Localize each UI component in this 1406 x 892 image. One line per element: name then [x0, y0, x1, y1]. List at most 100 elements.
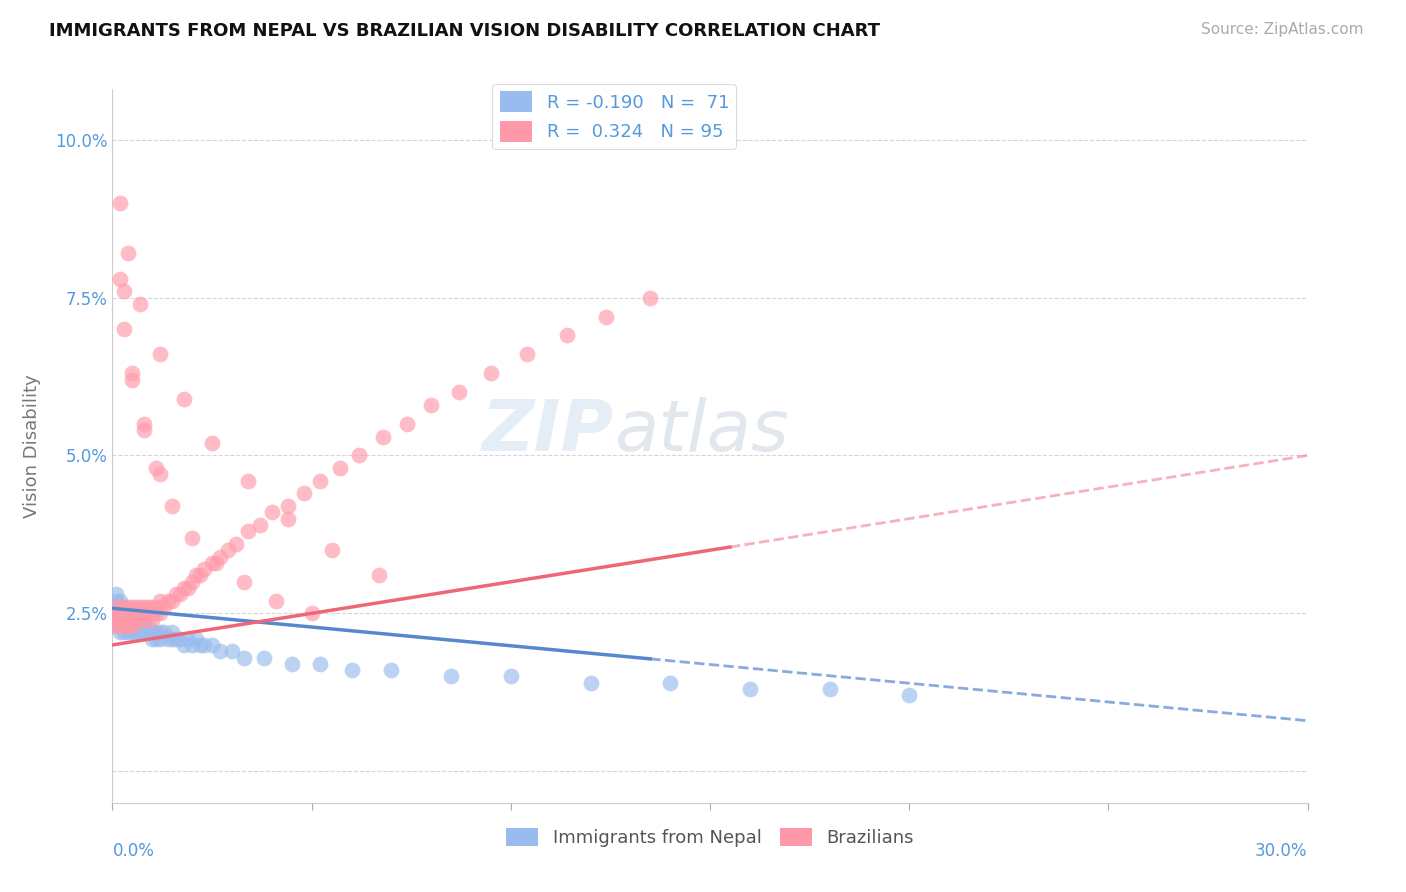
Point — [193, 562, 215, 576]
Point — [138, 600, 160, 615]
Text: atlas: atlas — [614, 397, 789, 467]
Point — [141, 625, 163, 640]
Point — [157, 593, 180, 607]
Point — [114, 322, 135, 336]
Point — [201, 556, 224, 570]
Point — [149, 632, 172, 646]
Point — [121, 600, 143, 615]
Text: IMMIGRANTS FROM NEPAL VS BRAZILIAN VISION DISABILITY CORRELATION CHART: IMMIGRANTS FROM NEPAL VS BRAZILIAN VISIO… — [49, 22, 880, 40]
Point — [162, 625, 183, 640]
Point — [134, 619, 156, 633]
Point — [368, 568, 391, 582]
Point — [110, 607, 132, 621]
Point — [321, 543, 343, 558]
Point — [149, 625, 172, 640]
Point — [193, 638, 215, 652]
Point — [117, 619, 139, 633]
Point — [110, 619, 132, 633]
Point — [114, 613, 135, 627]
Point — [440, 669, 463, 683]
Point — [134, 417, 156, 431]
Point — [121, 619, 143, 633]
Point — [396, 417, 419, 431]
Point — [149, 467, 172, 482]
Point — [165, 587, 187, 601]
Point — [217, 543, 239, 558]
Point — [149, 347, 172, 361]
Point — [659, 675, 682, 690]
Point — [134, 607, 156, 621]
Point — [105, 607, 128, 621]
Point — [162, 499, 183, 513]
Point — [134, 600, 156, 615]
Point — [110, 607, 132, 621]
Point — [129, 625, 152, 640]
Point — [105, 619, 128, 633]
Point — [121, 613, 143, 627]
Point — [121, 607, 143, 621]
Point — [121, 367, 143, 381]
Point — [114, 285, 135, 299]
Point — [129, 600, 152, 615]
Point — [260, 505, 283, 519]
Point — [134, 625, 156, 640]
Point — [125, 613, 148, 627]
Point — [121, 373, 143, 387]
Point — [173, 581, 195, 595]
Point — [125, 625, 148, 640]
Point — [595, 310, 617, 324]
Point — [141, 613, 163, 627]
Point — [898, 689, 921, 703]
Point — [209, 549, 232, 564]
Point — [121, 613, 143, 627]
Point — [233, 574, 256, 589]
Point — [138, 625, 160, 640]
Text: 0.0%: 0.0% — [112, 842, 155, 860]
Y-axis label: Vision Disability: Vision Disability — [24, 374, 41, 518]
Point — [114, 613, 135, 627]
Point — [117, 246, 139, 260]
Point — [349, 449, 371, 463]
Point — [277, 499, 299, 513]
Point — [141, 607, 163, 621]
Point — [110, 593, 132, 607]
Point — [117, 613, 139, 627]
Text: 30.0%: 30.0% — [1256, 842, 1308, 860]
Point — [125, 607, 148, 621]
Point — [249, 517, 271, 532]
Legend: Immigrants from Nepal, Brazilians: Immigrants from Nepal, Brazilians — [499, 821, 921, 855]
Point — [177, 632, 200, 646]
Point — [308, 474, 330, 488]
Point — [105, 600, 128, 615]
Point — [479, 367, 502, 381]
Point — [818, 682, 841, 697]
Text: Source: ZipAtlas.com: Source: ZipAtlas.com — [1201, 22, 1364, 37]
Point — [110, 613, 132, 627]
Point — [181, 574, 204, 589]
Point — [292, 486, 315, 500]
Point — [153, 625, 176, 640]
Point — [105, 587, 128, 601]
Point — [114, 625, 135, 640]
Point — [157, 632, 180, 646]
Text: ZIP: ZIP — [482, 397, 614, 467]
Point — [169, 632, 191, 646]
Point — [105, 593, 128, 607]
Point — [201, 638, 224, 652]
Point — [110, 625, 132, 640]
Point — [129, 297, 152, 311]
Point — [141, 600, 163, 615]
Point — [449, 385, 471, 400]
Point — [555, 328, 578, 343]
Point — [105, 607, 128, 621]
Point — [110, 607, 132, 621]
Point — [110, 619, 132, 633]
Point — [188, 638, 211, 652]
Point — [117, 613, 139, 627]
Point — [117, 625, 139, 640]
Point — [138, 607, 160, 621]
Point — [236, 524, 259, 539]
Point — [145, 632, 167, 646]
Point — [141, 632, 163, 646]
Point — [225, 537, 247, 551]
